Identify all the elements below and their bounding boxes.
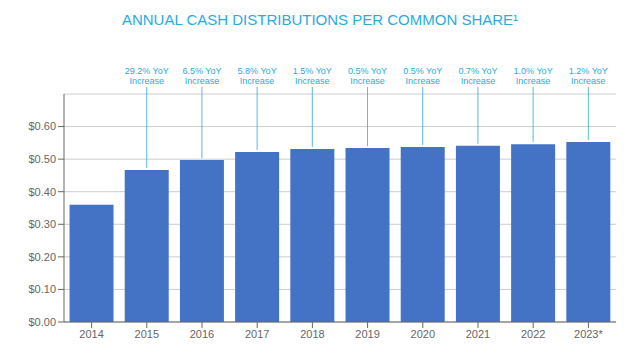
- svg-text:$0.50: $0.50: [28, 153, 56, 165]
- svg-text:0.7% YoYIncrease: 0.7% YoYIncrease: [458, 66, 497, 86]
- svg-text:0.5% YoYIncrease: 0.5% YoYIncrease: [348, 66, 387, 86]
- svg-text:2015: 2015: [135, 328, 159, 340]
- svg-text:$0.40: $0.40: [28, 186, 56, 198]
- svg-text:2014: 2014: [79, 328, 103, 340]
- svg-text:$0.20: $0.20: [28, 251, 56, 263]
- svg-text:1.5% YoYIncrease: 1.5% YoYIncrease: [293, 66, 332, 86]
- svg-text:6.5% YoYIncrease: 6.5% YoYIncrease: [182, 66, 221, 86]
- svg-text:2021: 2021: [466, 328, 490, 340]
- svg-text:1.2% YoYIncrease: 1.2% YoYIncrease: [569, 66, 608, 86]
- svg-text:0.5% YoYIncrease: 0.5% YoYIncrease: [403, 66, 442, 86]
- svg-text:2019: 2019: [355, 328, 379, 340]
- svg-text:$0.00: $0.00: [28, 316, 56, 328]
- svg-text:2022: 2022: [521, 328, 545, 340]
- svg-text:2023*: 2023*: [574, 328, 603, 340]
- svg-text:2017: 2017: [245, 328, 269, 340]
- svg-text:$0.10: $0.10: [28, 283, 56, 295]
- svg-text:5.8% YoYIncrease: 5.8% YoYIncrease: [238, 66, 277, 86]
- svg-text:$0.30: $0.30: [28, 218, 56, 230]
- svg-text:1.0% YoYIncrease: 1.0% YoYIncrease: [514, 66, 553, 86]
- svg-text:$0.60: $0.60: [28, 120, 56, 132]
- html-text:ANNUAL CASH DISTRIBUTIONS PER: ANNUAL CASH DISTRIBUTIONS PER COMMON SHA…: [121, 11, 519, 28]
- svg-text:2016: 2016: [190, 328, 214, 340]
- svg-text:2020: 2020: [411, 328, 435, 340]
- svg-text:2018: 2018: [300, 328, 324, 340]
- svg-text:29.2% YoYIncrease: 29.2% YoYIncrease: [125, 66, 169, 86]
